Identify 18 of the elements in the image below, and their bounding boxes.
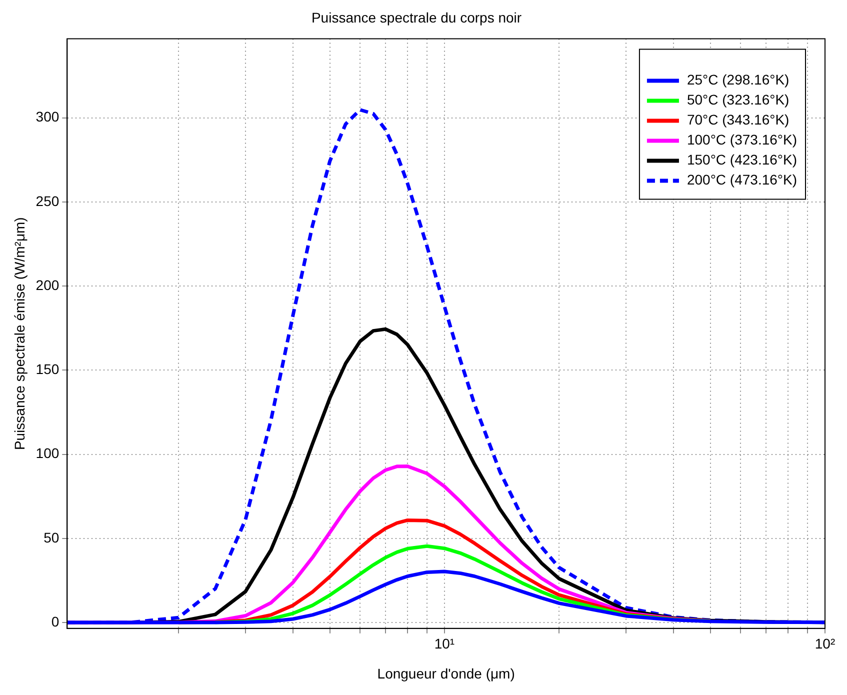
y-tick-label: 200 xyxy=(36,276,60,293)
y-axis-title: Puissance spectrale émise (W/m²μm) xyxy=(11,217,28,450)
y-tick-label: 0 xyxy=(51,613,60,630)
x-tick-label: 10¹ xyxy=(434,636,455,652)
chart-title: Puissance spectrale du corps noir xyxy=(311,9,522,26)
legend-label: 50°C (323.16°K) xyxy=(686,92,790,108)
legend-label: 25°C (298.16°K) xyxy=(686,72,790,88)
y-tick-label: 150 xyxy=(36,361,60,378)
legend-label: 100°C (373.16°K) xyxy=(686,132,798,148)
y-tick-label: 300 xyxy=(36,108,60,125)
x-axis-title: Longueur d'onde (μm) xyxy=(377,665,515,682)
y-tick-label: 250 xyxy=(36,192,60,209)
y-tick-label: 100 xyxy=(36,445,60,462)
x-tick-label: 10² xyxy=(814,636,836,652)
legend-label: 150°C (423.16°K) xyxy=(686,152,798,168)
legend-label: 70°C (343.16°K) xyxy=(686,112,790,128)
legend-label: 200°C (473.16°K) xyxy=(686,172,798,188)
y-tick-label: 50 xyxy=(44,529,60,546)
